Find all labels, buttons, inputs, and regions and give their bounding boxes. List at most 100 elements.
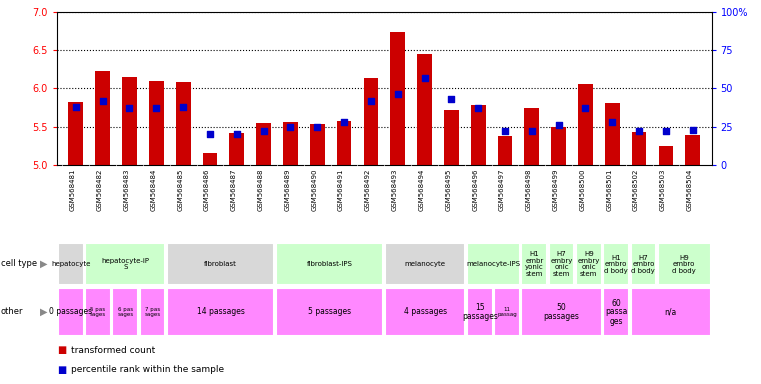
Text: 6 pas
sages: 6 pas sages (117, 307, 133, 317)
Text: n/a: n/a (664, 308, 677, 316)
Point (365, 98, 377, 104)
Point (445, 96, 457, 102)
Bar (658, 243, 711, 285)
Bar (467, 243, 520, 285)
Text: fibroblast: fibroblast (204, 261, 237, 267)
Bar (603, 243, 629, 285)
Text: H9
embry
onic
stem: H9 embry onic stem (578, 251, 600, 277)
Text: GSM568492: GSM568492 (365, 169, 371, 211)
Bar (95, 71, 110, 165)
Point (579, 105, 591, 111)
Text: GSM568482: GSM568482 (97, 169, 103, 211)
Bar (140, 288, 165, 336)
Text: 0 passages: 0 passages (49, 308, 92, 316)
Point (660, 128, 672, 134)
Bar (494, 288, 520, 336)
Bar (467, 288, 492, 336)
Text: 5 passages: 5 passages (308, 308, 352, 316)
Text: 7 pas
sages: 7 pas sages (145, 307, 161, 317)
Text: GSM568488: GSM568488 (258, 169, 263, 212)
Text: 50
passages: 50 passages (543, 303, 579, 321)
Text: H1
embro
d body: H1 embro d body (604, 255, 628, 273)
Bar (276, 288, 384, 336)
Text: H7
embro
d body: H7 embro d body (632, 255, 655, 273)
Text: ■: ■ (57, 365, 66, 375)
Point (70, 104, 82, 110)
Bar (256, 123, 271, 165)
Point (686, 127, 699, 133)
Text: 60
passa
ges: 60 passa ges (605, 298, 627, 326)
Text: GSM568495: GSM568495 (445, 169, 451, 211)
Text: GSM568493: GSM568493 (392, 169, 398, 212)
Bar (603, 288, 629, 336)
Text: GSM568497: GSM568497 (499, 169, 505, 212)
Text: melanocyte: melanocyte (405, 261, 446, 267)
Point (150, 105, 162, 111)
Text: cell type: cell type (1, 260, 37, 268)
Text: ▶: ▶ (40, 259, 48, 269)
Text: GSM568484: GSM568484 (151, 169, 156, 211)
Point (607, 119, 619, 125)
Text: H7
embry
onic
stem: H7 embry onic stem (550, 251, 573, 277)
Bar (631, 288, 711, 336)
Text: GSM568490: GSM568490 (311, 169, 317, 212)
Text: 15
passages: 15 passages (462, 303, 498, 321)
Bar (521, 243, 547, 285)
Text: GSM568486: GSM568486 (204, 169, 210, 212)
Bar (578, 84, 593, 165)
Point (204, 131, 216, 137)
Bar (58, 243, 84, 285)
Text: GSM568503: GSM568503 (660, 169, 666, 212)
Point (499, 128, 511, 134)
Text: fibroblast-IPS: fibroblast-IPS (307, 261, 352, 267)
Point (633, 128, 645, 134)
Bar (521, 288, 602, 336)
Bar (390, 32, 405, 165)
Point (392, 91, 404, 98)
Bar (283, 122, 298, 165)
Bar (336, 121, 352, 165)
Bar (149, 81, 164, 165)
Bar (85, 288, 111, 336)
Text: H9
embro
d body: H9 embro d body (673, 255, 696, 273)
Bar (498, 136, 512, 165)
Text: GSM568487: GSM568487 (231, 169, 237, 212)
Text: GSM568483: GSM568483 (123, 169, 129, 212)
Text: hepatocyte: hepatocyte (51, 261, 91, 267)
Point (526, 128, 538, 134)
Text: 14 passages: 14 passages (197, 308, 244, 316)
Point (552, 122, 565, 128)
Point (257, 128, 269, 134)
Point (472, 105, 484, 111)
Text: 11
passag: 11 passag (497, 307, 517, 317)
Point (177, 104, 189, 110)
Text: GSM568494: GSM568494 (419, 169, 425, 211)
Bar (276, 243, 384, 285)
Bar (68, 102, 83, 165)
Bar (167, 243, 275, 285)
Bar (549, 243, 575, 285)
Bar (385, 288, 465, 336)
Text: GSM568501: GSM568501 (607, 169, 613, 212)
Text: ▶: ▶ (40, 307, 48, 317)
Bar (310, 124, 325, 165)
Text: melanocyte-IPS: melanocyte-IPS (466, 261, 521, 267)
Text: GSM568498: GSM568498 (526, 169, 532, 212)
Point (285, 124, 297, 130)
Text: ■: ■ (57, 345, 66, 355)
Bar (576, 243, 602, 285)
Text: GSM568489: GSM568489 (285, 169, 291, 212)
Bar (229, 133, 244, 165)
Text: GSM568491: GSM568491 (338, 169, 344, 212)
Point (97, 98, 109, 104)
Text: GSM568502: GSM568502 (633, 169, 639, 211)
Text: GSM568496: GSM568496 (472, 169, 478, 212)
Point (311, 124, 323, 130)
Bar (471, 105, 486, 165)
Bar (167, 288, 275, 336)
Bar (605, 103, 619, 165)
Text: H1
embr
yonic
stem: H1 embr yonic stem (525, 251, 543, 277)
Bar (632, 132, 647, 165)
Text: GSM568485: GSM568485 (177, 169, 183, 211)
Bar (658, 146, 673, 165)
